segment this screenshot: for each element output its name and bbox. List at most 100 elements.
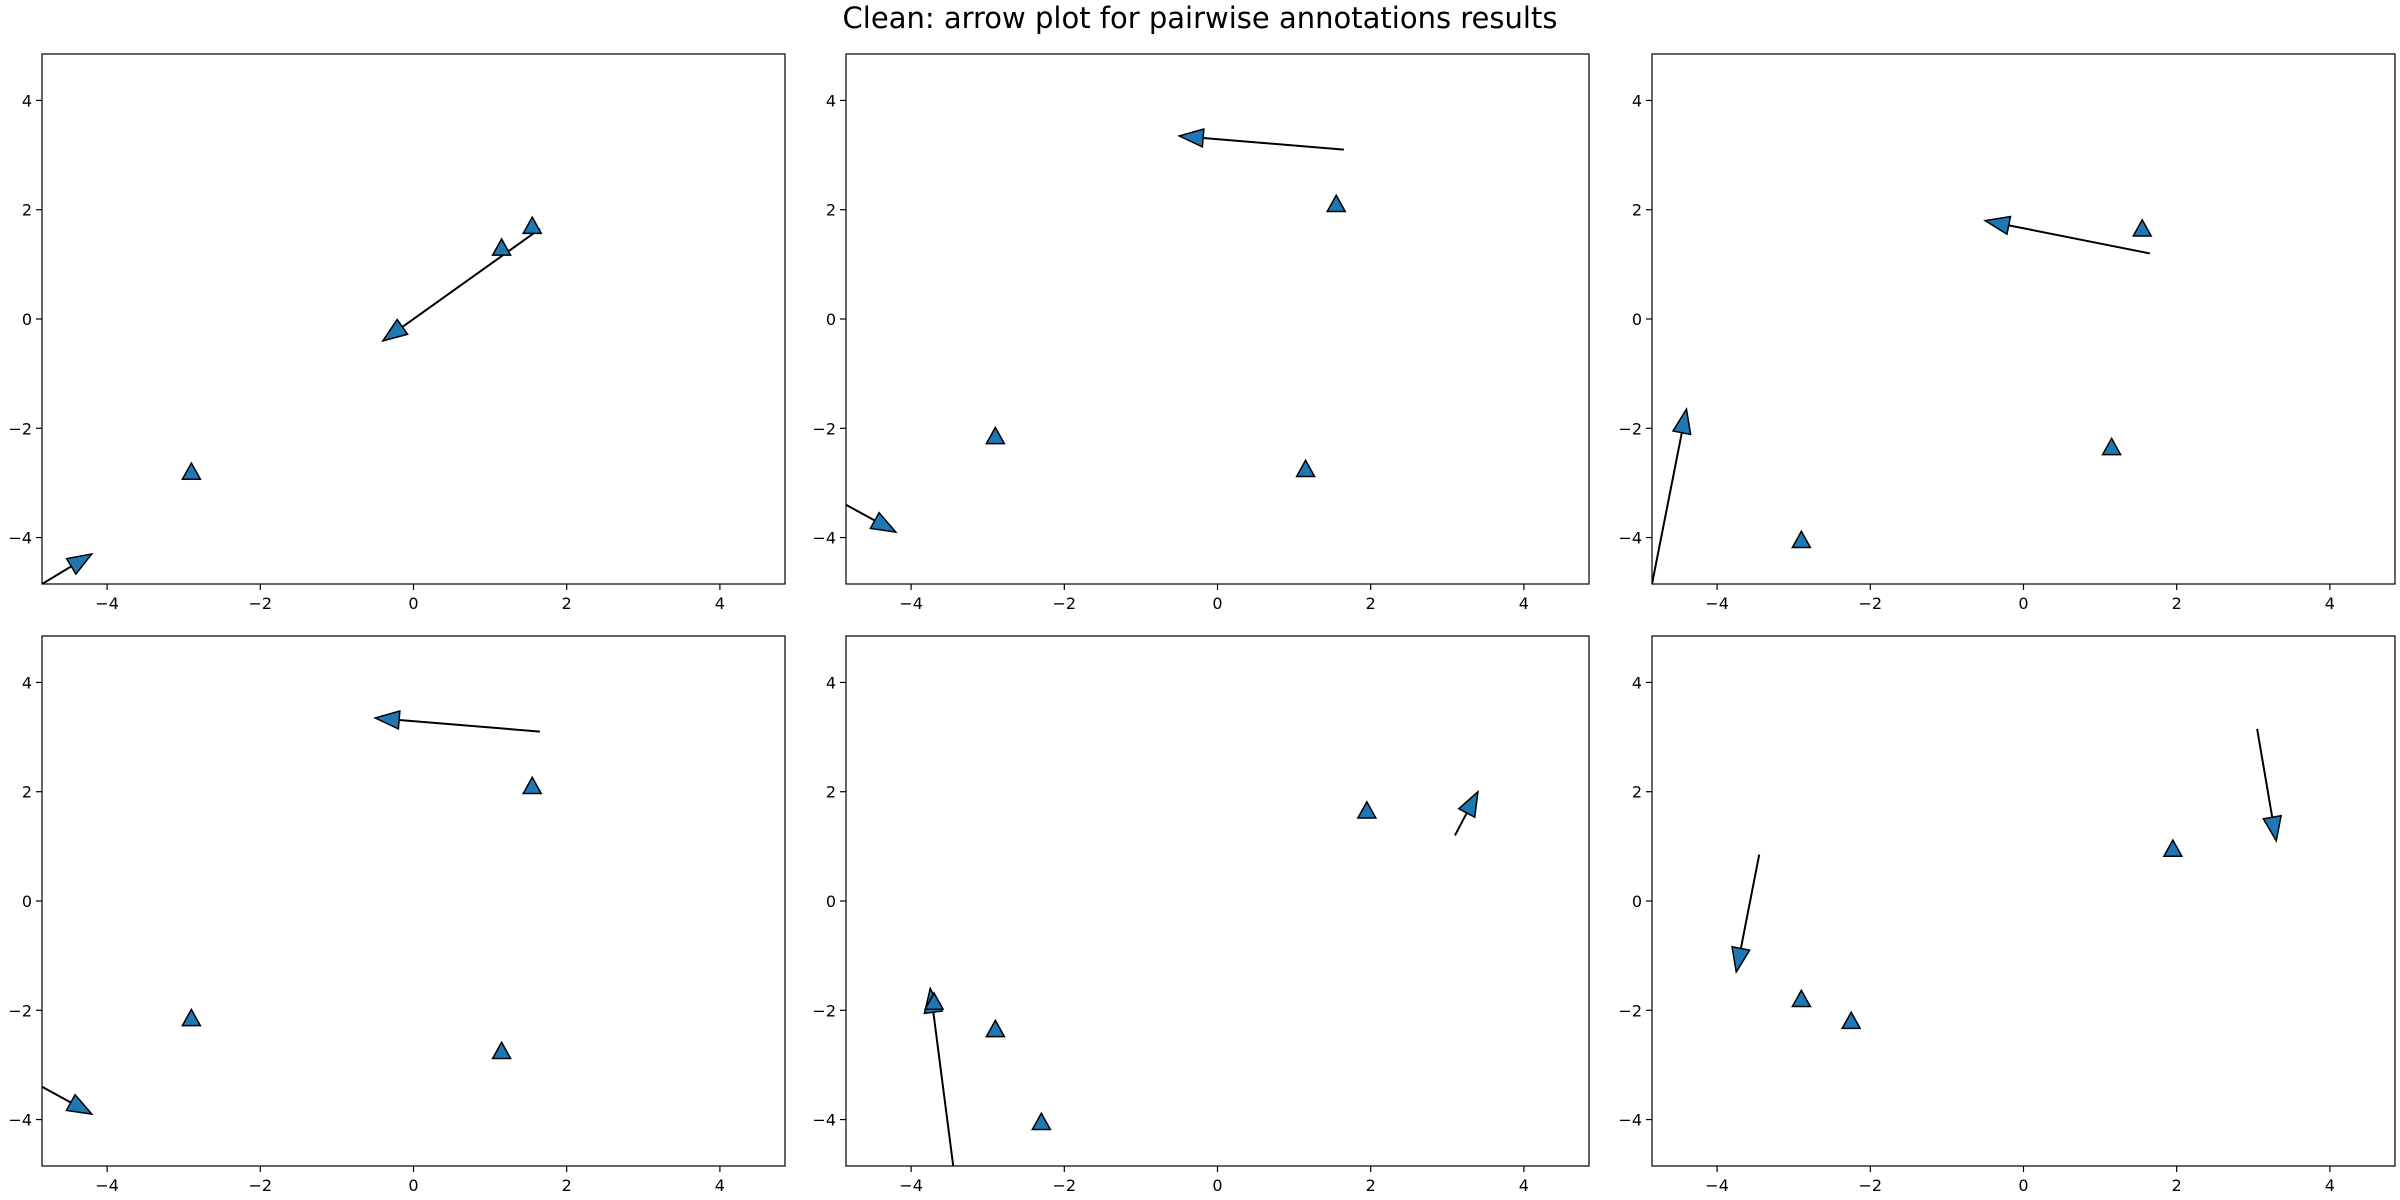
- y-tick-label: 2: [1632, 201, 1642, 220]
- arrow-2: [1652, 407, 1692, 584]
- point-marker: [181, 1007, 202, 1027]
- y-tick-label: −4: [8, 529, 32, 548]
- x-tick-label: 4: [2325, 1176, 2335, 1195]
- y-tick-label: 4: [826, 673, 836, 692]
- axes-frame: [845, 53, 1590, 585]
- x-tick-label: 2: [1366, 1176, 1376, 1195]
- subplot-4: −4 −2 0 2 4 −4 −2 0 2 4: [8, 635, 786, 1195]
- y-tick-label: −2: [1618, 1001, 1642, 1020]
- point-marker: [2131, 218, 2153, 237]
- y-tick-label: −2: [8, 1001, 32, 1020]
- y-tick-label: 4: [1632, 91, 1642, 110]
- point-marker: [1791, 988, 1812, 1008]
- arrow-shaft: [2256, 728, 2274, 818]
- point-marker: [923, 991, 945, 1011]
- point-marker: [1325, 193, 1347, 213]
- y-tick-label: −2: [8, 419, 32, 438]
- axes-frame: [41, 635, 786, 1167]
- y-tick-label: 2: [22, 783, 32, 802]
- point-marker: [1356, 800, 1378, 819]
- x-tick-label: −4: [95, 1176, 119, 1195]
- arrow-head: [65, 1093, 94, 1116]
- arrow-2: [1731, 854, 1761, 975]
- x-tick-label: 2: [562, 594, 572, 613]
- plot-area: [42, 215, 543, 584]
- arrow-shaft: [1652, 432, 1683, 584]
- point-marker: [491, 1040, 512, 1060]
- x-tick-label: 0: [408, 1176, 418, 1195]
- y-tick-label: 4: [22, 91, 32, 110]
- arrow-head: [869, 511, 898, 534]
- arrow-2: [846, 503, 898, 534]
- arrow-head: [1731, 945, 1751, 975]
- subplot-3: −4 −2 0 2 4 −4 −2 0 2 4: [1618, 53, 2396, 613]
- arrow-2: [42, 1085, 94, 1116]
- point-marker: [1031, 1111, 1052, 1131]
- arrow-1: [2256, 728, 2283, 844]
- plot-area: [923, 789, 1479, 1166]
- y-tick-label: 0: [1632, 310, 1642, 329]
- point-marker: [1840, 1010, 1862, 1030]
- x-tick-label: 0: [1212, 594, 1222, 613]
- y-tick-label: −4: [1618, 529, 1642, 548]
- arrow-1: [1454, 789, 1479, 836]
- x-tick-label: 0: [2018, 594, 2028, 613]
- arrow-head: [1457, 789, 1479, 819]
- arrow-head: [2262, 814, 2283, 844]
- arrow-shaft: [401, 228, 541, 328]
- point-marker: [181, 461, 202, 480]
- y-tick-label: 4: [826, 91, 836, 110]
- arrow-shaft: [42, 1085, 72, 1104]
- x-tick-label: −4: [899, 1176, 923, 1195]
- y-tick-label: −4: [812, 529, 836, 548]
- subplot-1: −4 −2 0 2 4 −4 −2 0 2 4: [8, 53, 786, 613]
- x-tick-label: −2: [1859, 1176, 1883, 1195]
- point-marker: [2101, 436, 2122, 456]
- arrow-shaft: [42, 565, 72, 584]
- arrow-head: [65, 552, 94, 576]
- arrow-2: [42, 552, 94, 584]
- x-tick-label: −2: [1859, 594, 1883, 613]
- arrow-head: [1671, 407, 1692, 436]
- arrow-head: [1983, 215, 2012, 236]
- subplot-5: −4 −2 0 2 4 −4 −2 0 2 4: [812, 635, 1590, 1195]
- x-tick-label: 2: [562, 1176, 572, 1195]
- x-tick-label: 4: [715, 594, 725, 613]
- plot-area: [42, 709, 543, 1116]
- plot-area: [846, 127, 1347, 534]
- arrow-shaft: [932, 1012, 955, 1166]
- arrow-shaft: [399, 718, 540, 733]
- x-tick-label: 2: [2172, 594, 2182, 613]
- arrow-shaft: [846, 503, 876, 522]
- axes-frame: [1651, 53, 2396, 585]
- x-tick-label: −2: [249, 1176, 273, 1195]
- axes-frame: [845, 635, 1590, 1167]
- x-tick-label: 0: [1212, 1176, 1222, 1195]
- point-marker: [985, 425, 1006, 445]
- x-tick-label: 4: [715, 1176, 725, 1195]
- point-marker: [2162, 838, 2184, 858]
- arrow-2: [923, 986, 955, 1166]
- x-tick-label: −4: [899, 594, 923, 613]
- subplot-6: −4 −2 0 2 4 −4 −2 0 2 4: [1618, 635, 2396, 1195]
- arrow-head: [373, 709, 401, 731]
- point-marker: [521, 215, 543, 235]
- x-tick-label: −4: [1705, 594, 1729, 613]
- arrow-shaft: [2008, 224, 2151, 255]
- axes-frame: [1651, 635, 2396, 1167]
- y-tick-label: −4: [812, 1111, 836, 1130]
- y-tick-label: 4: [1632, 673, 1642, 692]
- x-tick-label: 4: [1519, 594, 1529, 613]
- y-tick-label: 2: [22, 201, 32, 220]
- x-tick-label: −4: [1705, 1176, 1729, 1195]
- plot-area: [1731, 728, 2283, 1030]
- x-tick-label: −4: [95, 594, 119, 613]
- y-tick-label: −2: [1618, 419, 1642, 438]
- y-tick-label: 0: [826, 892, 836, 911]
- x-tick-label: −2: [1053, 1176, 1077, 1195]
- point-marker: [521, 775, 543, 795]
- arrow-1: [373, 709, 540, 733]
- arrow-head: [1177, 127, 1205, 149]
- arrow-shaft: [1454, 812, 1468, 836]
